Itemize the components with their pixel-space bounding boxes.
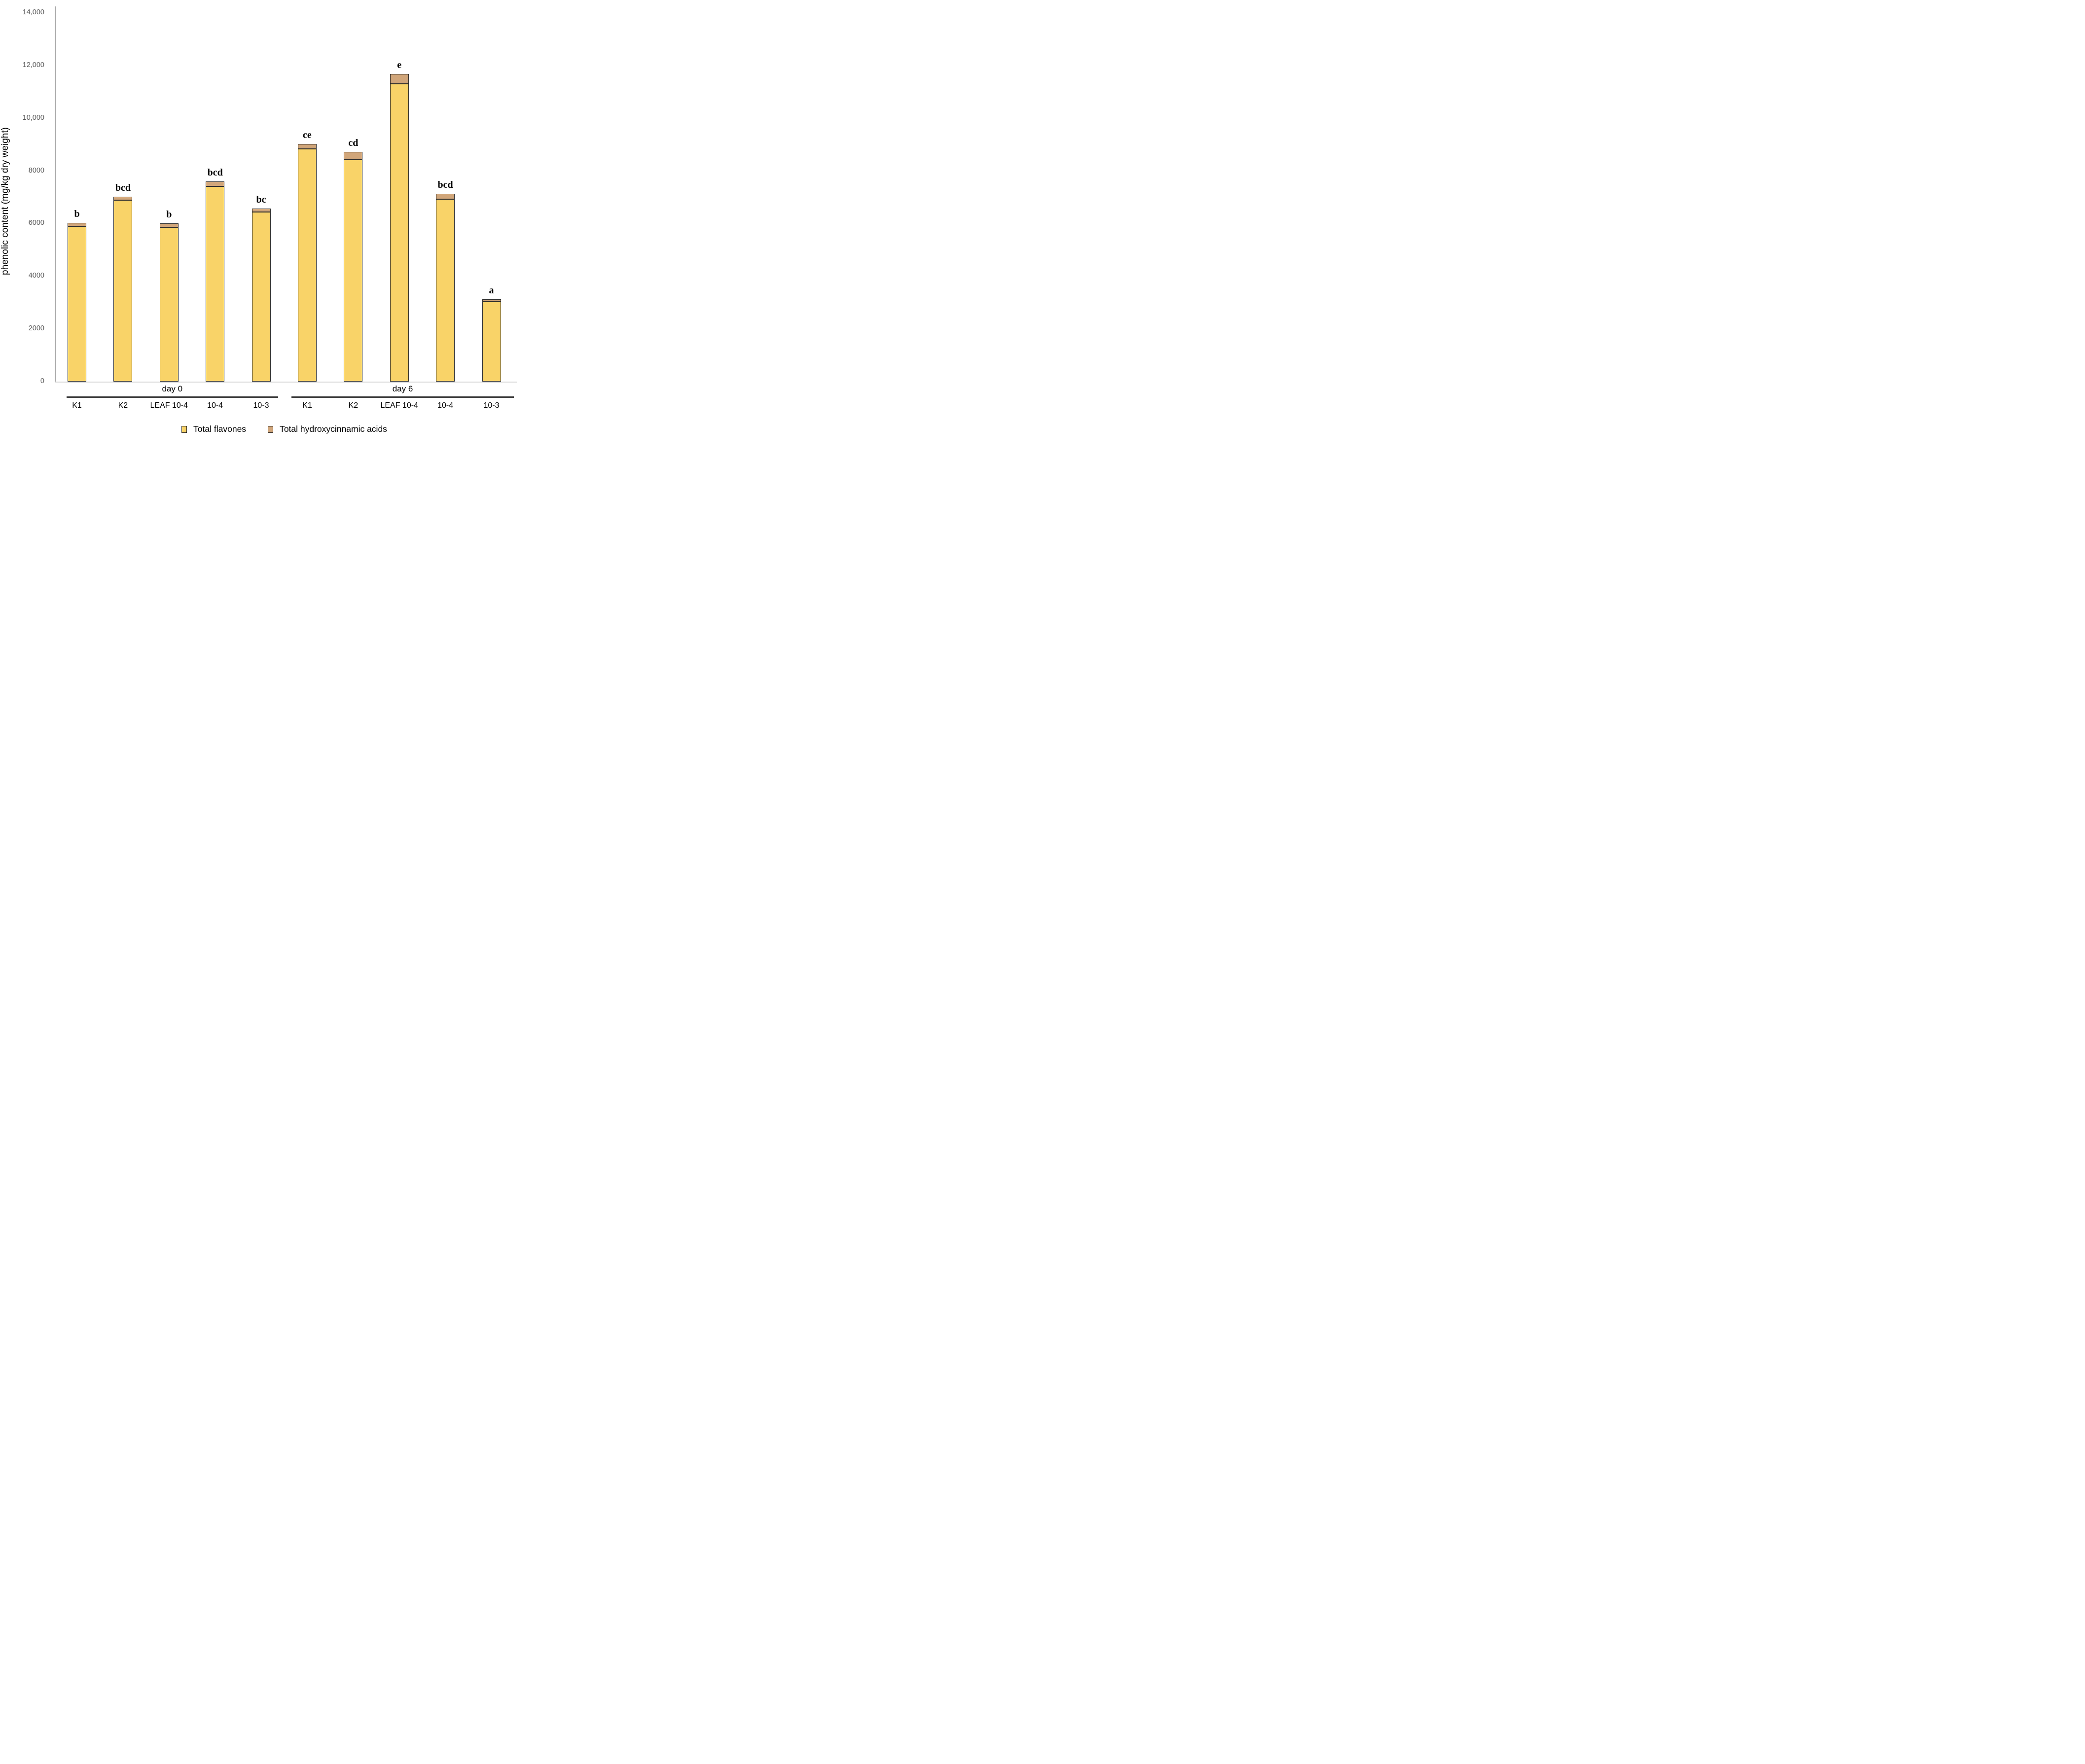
significance-letter: cd [348,138,359,149]
significance-letter: bcd [115,182,131,194]
bar-segment-flavones-K2 [344,160,363,382]
significance-letter: bcd [437,179,453,190]
bar-segment-hydroxycinnamic-K2 [344,152,363,160]
bar-segment-flavones-K1 [68,226,86,382]
legend-label: Total hydroxycinnamic acids [280,424,387,434]
significance-letter: bcd [207,167,223,178]
group-label-day-0: day 0 [162,384,183,393]
stacked-bar-chart-figure: phenolic content (mg/kg dry weight) Tota… [0,0,521,441]
bar-segment-flavones-10-4 [206,186,225,382]
category-label-10-3: 10-3 [483,401,500,410]
y-tick-label: 14,000 [22,8,44,16]
significance-letter: b [74,209,80,220]
y-tick-label: 12,000 [22,61,44,69]
group-axis-line [67,396,278,398]
category-label-K1: K1 [302,401,312,410]
significance-letter: ce [303,130,312,141]
significance-letter: e [397,60,402,71]
bar-segment-flavones-K2 [113,200,133,382]
significance-letter: a [489,285,494,296]
legend-entry: Total hydroxycinnamic acids [268,424,387,434]
y-tick-label: 10,000 [22,113,44,122]
y-tick-label: 6000 [28,219,44,227]
legend-label: Total flavones [193,424,247,434]
bar-segment-flavones-LEAF 10-4 [390,83,409,382]
bar-segment-flavones-10-4 [436,199,455,382]
group-axis-line [291,396,514,398]
y-tick-label: 2000 [28,324,44,333]
category-label-K2: K2 [348,401,359,410]
y-tick-label: 4000 [28,272,44,280]
bar-segment-flavones-10-3 [252,212,271,382]
y-tick-label: 0 [40,377,44,385]
group-label-day-6: day 6 [392,384,413,393]
bar-segment-flavones-K1 [297,149,317,382]
bar-segment-hydroxycinnamic-10-4 [206,181,225,187]
category-label-10-4: 10-4 [437,401,454,410]
legend: Total flavones Total hydroxycinnamic acid… [55,424,514,434]
x-axis-baseline [55,382,517,383]
category-label-LEAF-10-4: LEAF 10-4 [380,401,418,410]
category-label-LEAF-10-4: LEAF 10-4 [150,401,188,410]
category-label-K1: K1 [72,401,82,410]
bar-segment-flavones-10-3 [482,302,501,382]
bar-segment-flavones-LEAF 10-4 [159,227,179,382]
bar-segment-hydroxycinnamic-10-3 [482,299,501,302]
category-label-10-3: 10-3 [253,401,269,410]
bar-segment-hydroxycinnamic-10-4 [436,193,455,199]
legend-entry: Total flavones [181,424,246,434]
significance-letter: b [166,209,172,220]
legend-swatch-icon [268,425,274,433]
bar-segment-hydroxycinnamic-K1 [68,223,86,227]
category-label-10-4: 10-4 [207,401,223,410]
bar-segment-hydroxycinnamic-LEAF 10-4 [159,223,179,228]
bar-segment-hydroxycinnamic-K2 [113,197,133,201]
y-axis-line [55,6,56,382]
significance-letter: bc [256,194,266,205]
y-tick-label: 8000 [28,166,44,175]
bar-segment-hydroxycinnamic-LEAF 10-4 [390,74,409,84]
category-label-K2: K2 [118,401,128,410]
bar-segment-hydroxycinnamic-10-3 [252,208,271,212]
bar-segment-hydroxycinnamic-K1 [297,144,317,149]
legend-swatch-icon [181,425,187,433]
y-axis-title: phenolic content (mg/kg dry weight) [0,127,10,275]
